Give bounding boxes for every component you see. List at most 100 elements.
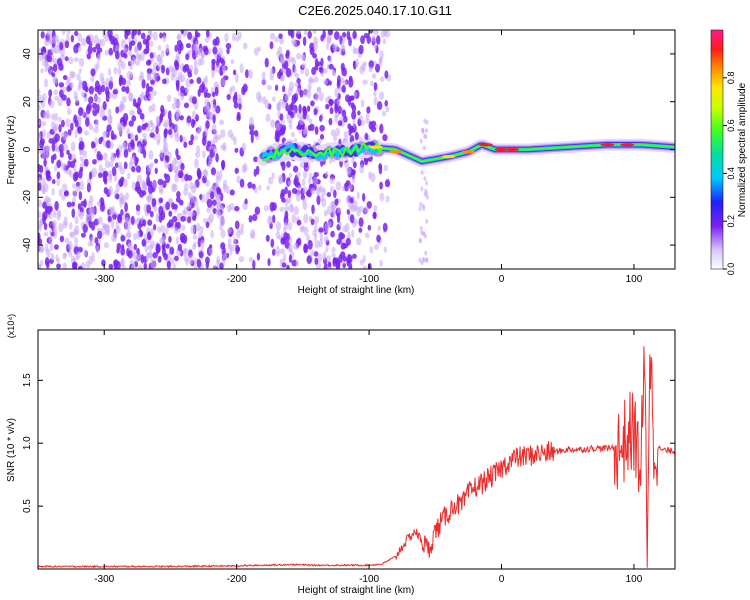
heatmap-speckle bbox=[154, 158, 159, 164]
heatmap-speckle bbox=[195, 47, 200, 58]
heatmap-speckle bbox=[304, 68, 310, 78]
snr-y-axis-label: SNR (10 * v/v) bbox=[6, 418, 17, 482]
heatmap-speckle bbox=[176, 221, 181, 229]
heatmap-speckle bbox=[58, 222, 64, 233]
heatmap-speckle bbox=[41, 120, 47, 127]
heatmap-speckle bbox=[167, 197, 174, 204]
heatmap-speckle bbox=[299, 226, 305, 233]
heatmap-speckle bbox=[145, 253, 150, 262]
heatmap-speckle bbox=[419, 225, 423, 231]
heatmap-speckle bbox=[66, 76, 71, 83]
heatmap-speckle bbox=[241, 142, 247, 152]
heatmap-speckle bbox=[249, 129, 255, 136]
heatmap-speckle bbox=[364, 118, 371, 124]
heatmap-speckle bbox=[352, 118, 356, 128]
heatmap-speckle bbox=[166, 260, 171, 269]
heatmap-speckle bbox=[83, 130, 90, 136]
heatmap-speckle bbox=[249, 116, 255, 127]
heatmap-speckle bbox=[295, 30, 302, 35]
heatmap-speckle bbox=[126, 70, 133, 80]
heatmap-speckle bbox=[233, 101, 239, 109]
heatmap-speckle bbox=[160, 224, 166, 234]
heatmap-speckle bbox=[38, 238, 43, 246]
heatmap-speckle bbox=[129, 109, 135, 117]
heatmap-speckle bbox=[322, 251, 327, 261]
heatmap-speckle bbox=[43, 231, 49, 237]
heatmap-speckle bbox=[230, 58, 235, 65]
heatmap-speckle bbox=[79, 180, 85, 191]
heatmap-speckle bbox=[148, 249, 153, 260]
heatmap-speckle bbox=[149, 132, 155, 138]
heatmap-speckle bbox=[319, 195, 324, 202]
heatmap-speckle bbox=[252, 259, 256, 269]
heatmap-speckle bbox=[110, 155, 116, 162]
heatmap-speckle bbox=[346, 166, 352, 176]
heatmap-speckle bbox=[90, 68, 96, 77]
heatmap-speckle bbox=[288, 243, 293, 252]
heatmap-speckle bbox=[123, 53, 128, 59]
heatmap-speckle bbox=[135, 60, 141, 66]
heatmap-speckle bbox=[78, 79, 83, 87]
heatmap-speckle bbox=[368, 121, 374, 130]
heatmap-speckle bbox=[314, 257, 319, 265]
heatmap-speckle bbox=[285, 49, 290, 57]
heatmap-speckle bbox=[109, 76, 113, 83]
heatmap-speckle bbox=[108, 114, 113, 124]
heatmap-speckle bbox=[120, 257, 125, 266]
heatmap-speckle bbox=[382, 38, 387, 45]
heatmap-speckle bbox=[341, 84, 346, 93]
heatmap-speckle bbox=[257, 94, 263, 104]
heatmap-speckle bbox=[146, 34, 151, 41]
heatmap-speckle bbox=[183, 102, 190, 109]
heatmap-speckle bbox=[263, 205, 270, 212]
heatmap-speckle bbox=[303, 226, 309, 236]
heatmap-speckle bbox=[210, 229, 214, 239]
heatmap-speckle bbox=[269, 67, 274, 75]
heatmap-speckle bbox=[285, 232, 290, 242]
heatmap-speckle bbox=[313, 108, 318, 116]
heatmap-speckle bbox=[88, 195, 94, 204]
heatmap-speckle bbox=[385, 195, 390, 203]
heatmap-speckle bbox=[74, 216, 79, 225]
heatmap-speckle bbox=[171, 102, 178, 110]
heatmap-speckle bbox=[232, 236, 237, 247]
heatmap-speckle bbox=[190, 224, 196, 234]
heatmap-speckle bbox=[385, 105, 390, 113]
heatmap-speckle bbox=[138, 189, 145, 198]
heatmap-speckle bbox=[212, 145, 218, 154]
colorbar-label: Normalized spectral amplitude bbox=[737, 82, 748, 217]
heatmap-speckle bbox=[78, 68, 82, 74]
heatmap-speckle bbox=[335, 260, 341, 269]
heatmap-speckle bbox=[216, 186, 221, 194]
heatmap-speckle bbox=[115, 149, 120, 156]
heatmap-speckle bbox=[94, 94, 99, 102]
heatmap-speckle bbox=[39, 259, 44, 267]
heatmap-speckle bbox=[195, 145, 201, 154]
heatmap-speckle bbox=[278, 174, 284, 184]
heatmap-speckle bbox=[66, 85, 71, 92]
heatmap-speckle bbox=[53, 89, 58, 96]
heatmap-speckle bbox=[38, 147, 45, 154]
heatmap-speckle bbox=[45, 169, 51, 176]
heatmap-speckle bbox=[295, 259, 299, 267]
heatmap-speckle bbox=[95, 118, 99, 129]
heatmap-speckle bbox=[310, 218, 315, 226]
heatmap-speckle bbox=[97, 216, 103, 225]
heatmap-speckle bbox=[369, 246, 374, 254]
heatmap-speckle bbox=[49, 100, 55, 109]
heatmap-speckle bbox=[271, 172, 275, 179]
heatmap-speckle bbox=[341, 109, 347, 118]
heatmap-speckle bbox=[288, 120, 293, 130]
heatmap-speckle bbox=[162, 35, 167, 43]
heatmap-speckle bbox=[329, 177, 335, 184]
heatmap-speckle bbox=[62, 132, 68, 141]
heatmap-speckle bbox=[73, 90, 78, 100]
heatmap-speckle bbox=[62, 143, 69, 151]
heatmap-speckle bbox=[93, 34, 99, 45]
heatmap-speckle bbox=[358, 227, 363, 233]
heatmap-speckle bbox=[234, 205, 240, 212]
snr-panel: -300 -200 -100 0 100 0.5 1.0 1.5 Height of str… bbox=[6, 314, 676, 596]
heatmap-speckle bbox=[104, 34, 109, 42]
heatmap-speckle bbox=[115, 220, 119, 230]
heatmap-speckle bbox=[56, 178, 61, 187]
